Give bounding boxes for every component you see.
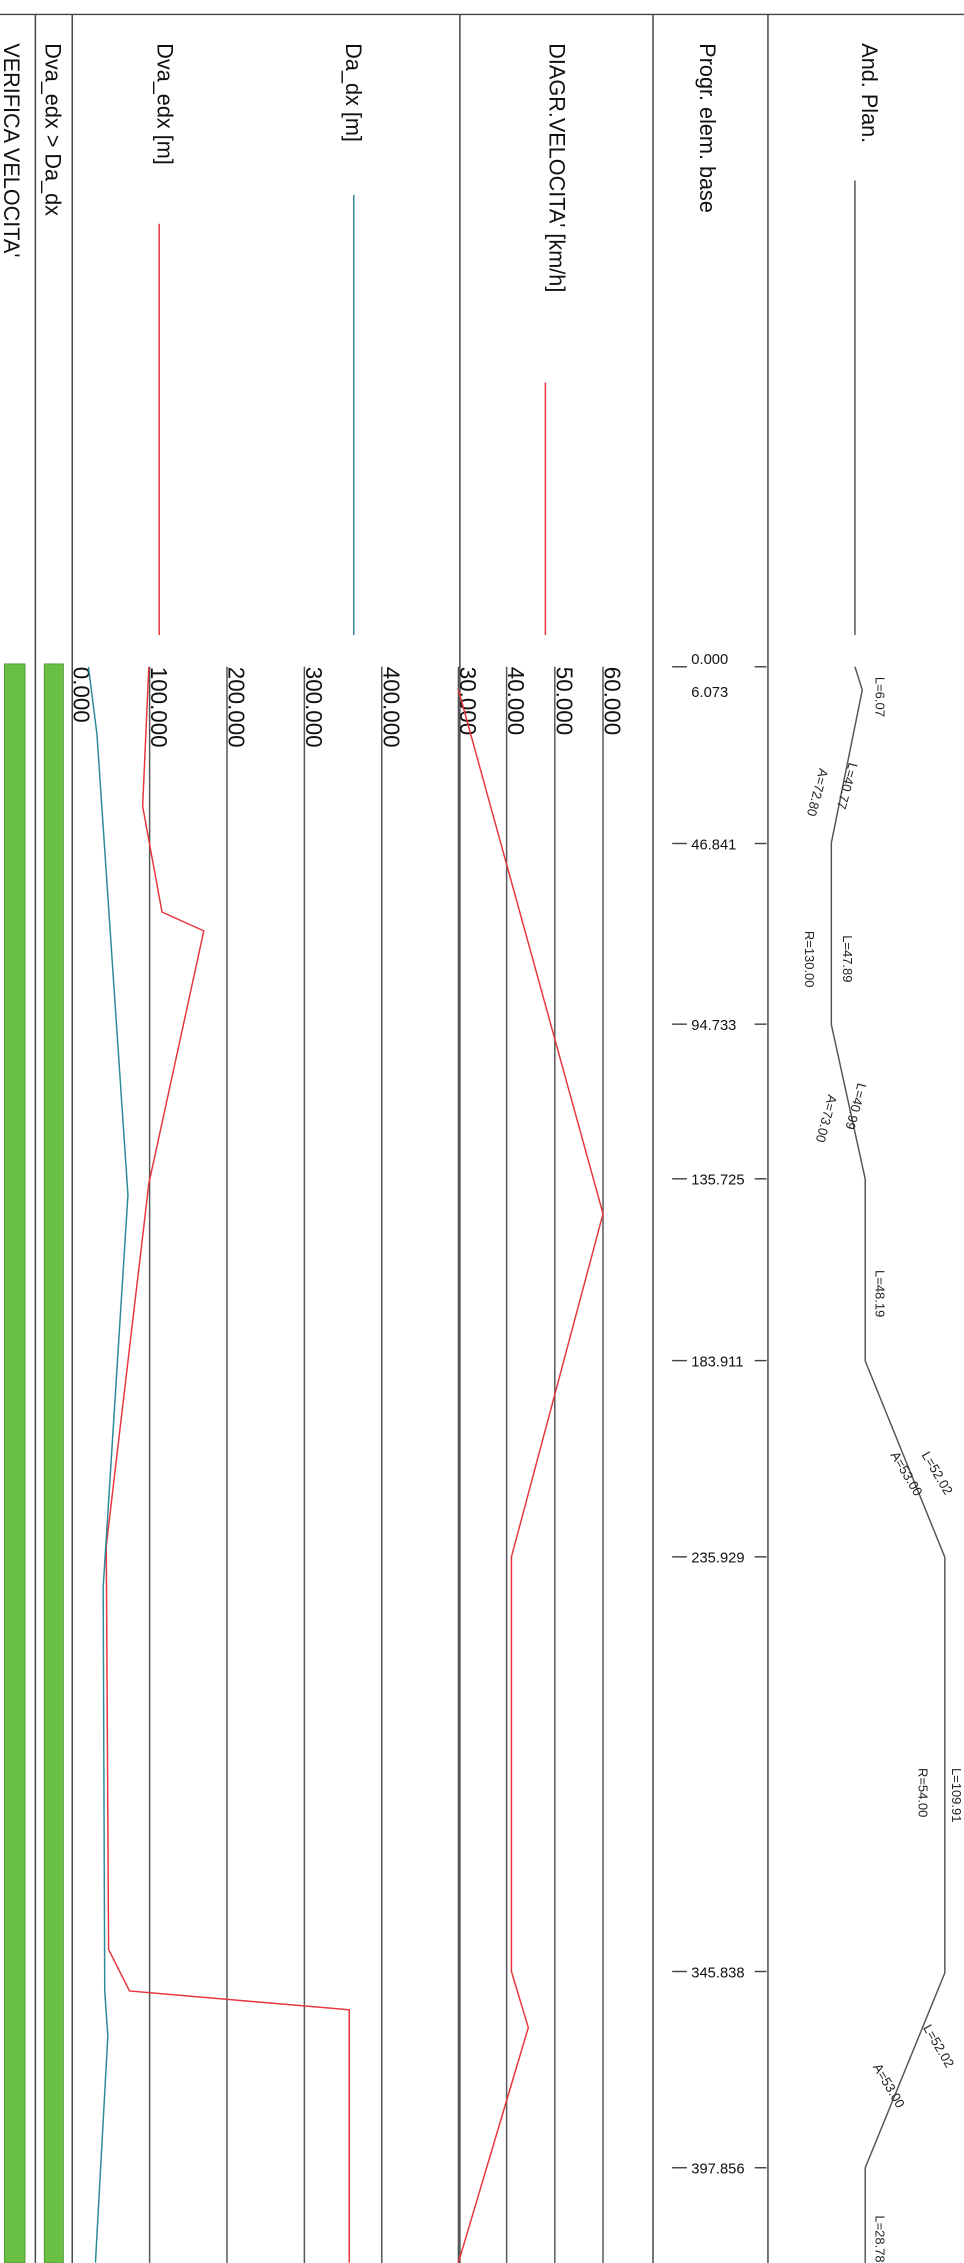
station-label: 345.838 [691,1965,744,1981]
plan-label: A=72.80 [804,767,832,818]
frame [0,13,964,2263]
plan-label: L=48.19 [873,1270,888,1317]
plan-label: R=54.00 [915,1768,930,1817]
curve [457,689,604,2263]
tick-label: 200.000 [223,667,248,748]
check-bar [4,663,26,2263]
station-label: 235.929 [691,1551,744,1567]
row-label: VERIFICA VELOCITA' [0,43,24,257]
plan-label: L=109.91 [949,1768,964,1822]
station-label: 135.725 [691,1173,744,1189]
tick-label: 50.000 [551,667,576,735]
plan-label: L=40.99 [842,1082,869,1131]
row-label: DIAGR.VELOCITA' [km/h] [545,43,570,292]
row-label: Da_dx [m] [341,43,366,142]
station-label: 46.841 [691,837,736,853]
plan-label: L=47.89 [840,935,855,982]
tick-label: 400.000 [378,667,403,748]
station-label: 183.911 [691,1355,743,1371]
station-label: 0.000 [691,652,728,668]
plan-label: L=28.78 [873,2215,888,2262]
curve [105,666,351,2263]
station-label: 6.073 [691,685,728,701]
row-label: And. Plan. [857,43,882,143]
tick-label: 300.000 [301,667,326,748]
plan-label: L=6.07 [873,677,888,717]
tick-label: 100.000 [146,667,171,748]
curve [87,666,129,2263]
plan-label: A=73.00 [813,1093,841,1144]
row-label: Dva_edx [m] [152,43,177,164]
row-label: Progr. elem. base [695,43,720,213]
plan-label: A=53.00 [870,2061,908,2111]
plan-label: L=40.77 [834,761,861,810]
station-label: 397.856 [691,2162,744,2178]
row-label: Dva_edx > Da_dx [40,43,65,216]
station-label: 94.733 [691,1018,736,1034]
tick-label: 40.000 [503,667,528,735]
plan-alignment [830,666,946,2263]
plan-label: L=52.02 [920,2022,957,2070]
plan-label: R=130.00 [802,931,817,988]
check-bar [43,663,64,2263]
tick-label: 60.000 [599,667,624,735]
